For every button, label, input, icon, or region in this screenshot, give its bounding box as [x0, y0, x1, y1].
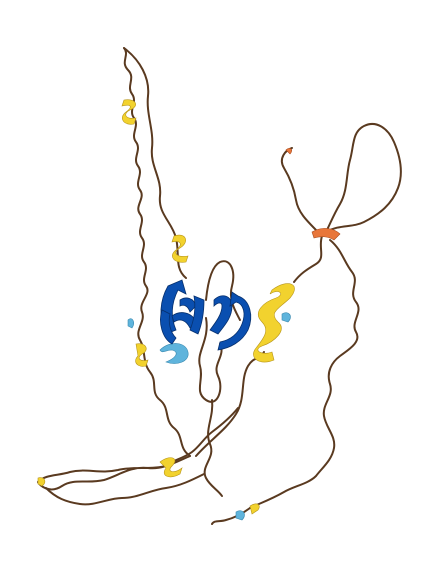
coil-top-loop	[205, 260, 241, 321]
confident-helix-center	[159, 343, 189, 364]
coil-central-loop	[198, 317, 223, 403]
coil-right-upper-loop	[325, 123, 402, 233]
orange-strand	[311, 228, 341, 241]
beta-strand-3	[171, 312, 197, 329]
very-low-confidence-region	[285, 148, 341, 241]
coil-left-strand	[123, 47, 191, 457]
helix-left-low	[135, 343, 149, 367]
helix-top-left	[121, 99, 137, 125]
helix-bottom-left	[159, 457, 183, 478]
helix-left-tiny	[37, 477, 46, 487]
confident-segment-right	[281, 312, 291, 323]
orange-tip	[285, 148, 292, 155]
coil-lower-middle	[163, 407, 239, 467]
coil-center-down	[203, 399, 223, 497]
beta-strand-5	[209, 295, 233, 335]
coil-center-right	[195, 351, 265, 457]
beta-strand-6	[217, 291, 252, 351]
coil-bottom-wave	[45, 473, 205, 506]
beta-strand-7	[160, 309, 177, 345]
coil-region	[37, 47, 402, 525]
coil-right-junction	[293, 235, 323, 283]
confident-segment-left	[127, 318, 134, 329]
beta-strand-2	[179, 297, 197, 313]
coil-right-long-strand	[249, 239, 360, 509]
low-confidence-helices	[37, 99, 295, 515]
confident-regions	[127, 312, 291, 521]
helix-left-mid	[171, 234, 189, 263]
confident-segment-bottom	[235, 510, 245, 521]
high-confidence-core	[160, 279, 252, 351]
helix-bottom-right	[249, 503, 260, 515]
coil-right-upper-wave	[280, 147, 319, 233]
beta-strand-4	[189, 295, 205, 335]
helix-right-large	[253, 283, 295, 363]
coil-second-strand	[123, 47, 187, 279]
